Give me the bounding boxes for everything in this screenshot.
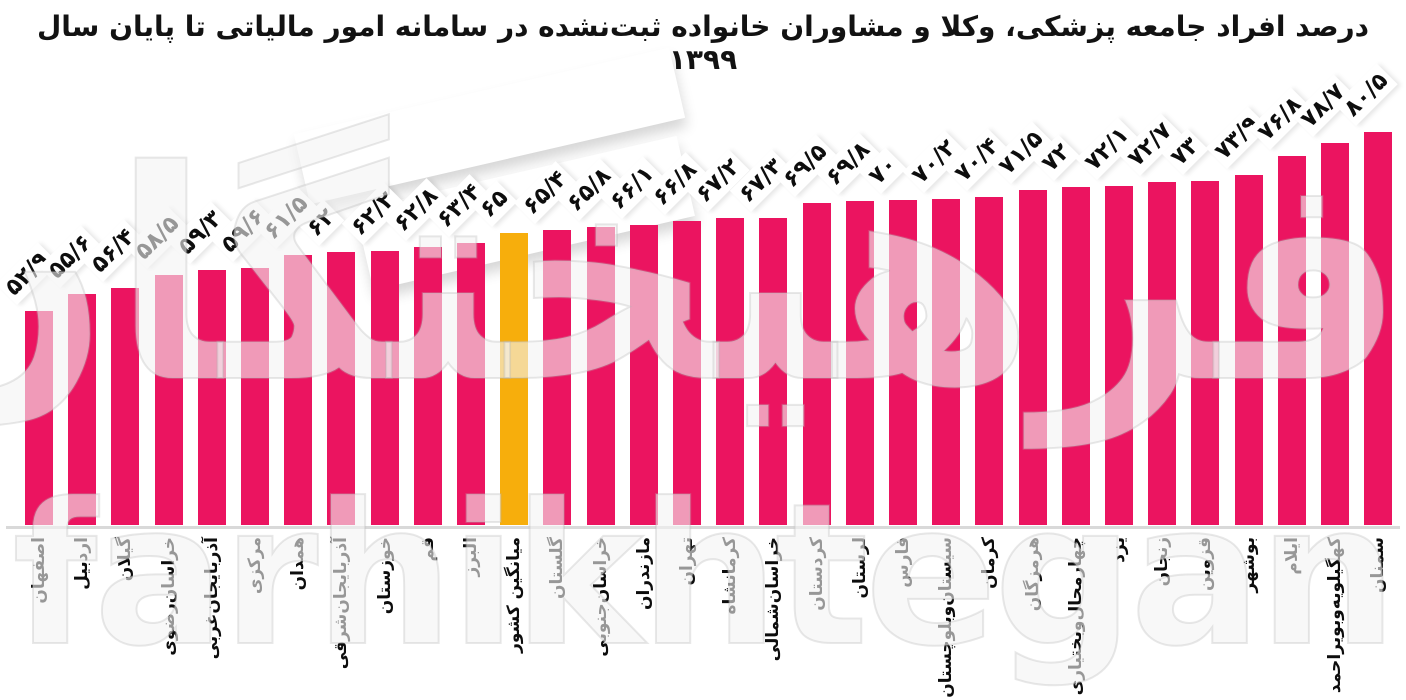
bar [932, 198, 961, 525]
bar [1191, 180, 1220, 525]
bar [370, 250, 399, 525]
bar [543, 229, 572, 525]
bar [1061, 187, 1090, 525]
bar [629, 225, 658, 525]
bar-country-average [500, 232, 529, 525]
bar [25, 311, 53, 525]
bar [111, 288, 140, 525]
bar [889, 200, 917, 525]
bar [759, 217, 788, 525]
bar [845, 201, 874, 525]
bar-category-label: البرز [461, 537, 481, 577]
bar [1321, 143, 1349, 525]
bar-category-label: تهران [677, 537, 697, 586]
baseline-axis-line [6, 526, 1400, 529]
bar [716, 218, 745, 525]
bar [241, 267, 269, 525]
bar [197, 269, 226, 525]
bar [1105, 186, 1133, 525]
bar [68, 293, 97, 525]
bar [975, 197, 1004, 525]
bar-category-label: سمنان [1368, 537, 1389, 593]
bar [673, 220, 701, 525]
bar [1277, 155, 1306, 525]
bar [413, 246, 442, 525]
bar [1148, 182, 1177, 525]
bar [586, 227, 615, 525]
bar [284, 255, 313, 525]
bar [802, 203, 831, 525]
chart-title: درصد افراد جامعه پزشکی، وکلا و مشاوران خ… [36, 10, 1369, 76]
bar [457, 242, 485, 525]
bar-category-label: یزد [1109, 537, 1129, 563]
bar [1234, 174, 1263, 525]
bar-category-label: قم [417, 537, 438, 562]
bar-category-label: ایلام [1281, 537, 1302, 575]
bar [327, 252, 356, 525]
bar-category-label: گیلان [115, 537, 136, 582]
bar [154, 274, 183, 525]
bar [1364, 131, 1393, 525]
bar [1018, 190, 1047, 525]
